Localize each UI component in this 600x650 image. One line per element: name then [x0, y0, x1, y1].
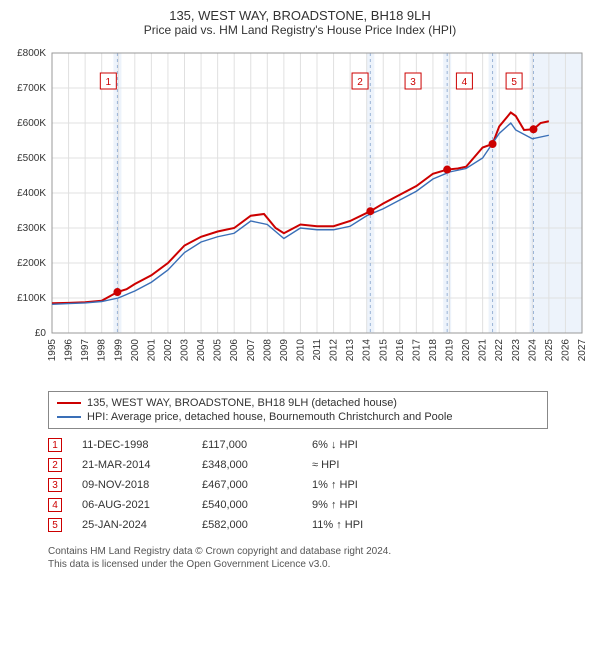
table-row: 1 11-DEC-1998 £117,000 6% ↓ HPI	[48, 435, 592, 455]
svg-text:1999: 1999	[113, 339, 124, 362]
table-row: 4 06-AUG-2021 £540,000 9% ↑ HPI	[48, 495, 592, 515]
svg-text:£300K: £300K	[17, 223, 46, 234]
transactions-table: 1 11-DEC-1998 £117,000 6% ↓ HPI 2 21-MAR-2014…	[48, 435, 592, 535]
footer-attribution: Contains HM Land Registry data © Crown c…	[48, 545, 592, 571]
svg-text:2027: 2027	[577, 339, 588, 362]
transaction-price: £348,000	[202, 459, 292, 471]
legend-label: 135, WEST WAY, BROADSTONE, BH18 9LH (det…	[87, 397, 397, 409]
svg-text:2: 2	[357, 77, 363, 88]
svg-text:2022: 2022	[494, 339, 505, 362]
svg-text:2002: 2002	[163, 339, 174, 362]
svg-text:2013: 2013	[345, 339, 356, 362]
legend-label: HPI: Average price, detached house, Bour…	[87, 411, 452, 423]
svg-text:2012: 2012	[329, 339, 340, 362]
svg-text:1997: 1997	[80, 339, 91, 362]
chart-subtitle: Price paid vs. HM Land Registry's House …	[8, 23, 592, 37]
footer-line-2: This data is licensed under the Open Gov…	[48, 558, 592, 571]
legend-swatch	[57, 402, 81, 404]
transaction-price: £582,000	[202, 519, 292, 531]
svg-text:2018: 2018	[428, 339, 439, 362]
svg-text:2004: 2004	[196, 339, 207, 362]
svg-text:£200K: £200K	[17, 258, 46, 269]
transaction-diff: 9% ↑ HPI	[312, 499, 422, 511]
svg-text:1998: 1998	[97, 339, 108, 362]
svg-text:2024: 2024	[527, 339, 538, 362]
svg-text:£100K: £100K	[17, 293, 46, 304]
svg-text:£0: £0	[35, 328, 47, 339]
transaction-marker: 3	[48, 478, 62, 492]
svg-text:2001: 2001	[146, 339, 157, 362]
svg-text:£500K: £500K	[17, 153, 46, 164]
svg-text:2011: 2011	[312, 339, 323, 361]
svg-text:2007: 2007	[246, 339, 257, 362]
transaction-marker: 1	[48, 438, 62, 452]
transaction-date: 09-NOV-2018	[82, 479, 182, 491]
svg-text:1996: 1996	[64, 339, 75, 362]
footer-line-1: Contains HM Land Registry data © Crown c…	[48, 545, 592, 558]
svg-text:2015: 2015	[378, 339, 389, 362]
transaction-diff: 11% ↑ HPI	[312, 519, 422, 531]
svg-text:1995: 1995	[47, 339, 58, 362]
svg-text:5: 5	[511, 77, 517, 88]
svg-text:2009: 2009	[279, 339, 290, 362]
svg-text:2010: 2010	[295, 339, 306, 362]
transaction-date: 25-JAN-2024	[82, 519, 182, 531]
transaction-price: £117,000	[202, 439, 292, 451]
chart-container: £0 £100K £200K £300K £400K £500K £600K £700K £80…	[8, 43, 592, 383]
transaction-diff: 6% ↓ HPI	[312, 439, 422, 451]
transaction-diff: 1% ↑ HPI	[312, 479, 422, 491]
svg-text:2008: 2008	[262, 339, 273, 362]
transaction-price: £540,000	[202, 499, 292, 511]
table-row: 2 21-MAR-2014 £348,000 ≈ HPI	[48, 455, 592, 475]
transaction-marker: 4	[48, 498, 62, 512]
svg-text:3: 3	[410, 77, 416, 88]
legend: 135, WEST WAY, BROADSTONE, BH18 9LH (det…	[48, 391, 548, 429]
transaction-date: 11-DEC-1998	[82, 439, 182, 451]
table-row: 5 25-JAN-2024 £582,000 11% ↑ HPI	[48, 515, 592, 535]
transaction-date: 06-AUG-2021	[82, 499, 182, 511]
price-chart: £0 £100K £200K £300K £400K £500K £600K £700K £80…	[8, 43, 592, 383]
svg-text:2019: 2019	[445, 339, 456, 362]
svg-text:£800K: £800K	[17, 48, 46, 59]
svg-text:2021: 2021	[478, 339, 489, 362]
svg-text:2025: 2025	[544, 339, 555, 362]
svg-text:2005: 2005	[213, 339, 224, 362]
transaction-date: 21-MAR-2014	[82, 459, 182, 471]
svg-text:2023: 2023	[511, 339, 522, 362]
svg-text:2017: 2017	[411, 339, 422, 362]
table-row: 3 09-NOV-2018 £467,000 1% ↑ HPI	[48, 475, 592, 495]
svg-text:2020: 2020	[461, 339, 472, 362]
svg-text:2026: 2026	[560, 339, 571, 362]
svg-text:2016: 2016	[395, 339, 406, 362]
transaction-marker: 5	[48, 518, 62, 532]
legend-swatch	[57, 416, 81, 418]
svg-text:£400K: £400K	[17, 188, 46, 199]
svg-text:£700K: £700K	[17, 83, 46, 94]
svg-text:4: 4	[462, 77, 468, 88]
legend-row: 135, WEST WAY, BROADSTONE, BH18 9LH (det…	[57, 396, 539, 410]
svg-text:2003: 2003	[180, 339, 191, 362]
transaction-marker: 2	[48, 458, 62, 472]
legend-row: HPI: Average price, detached house, Bour…	[57, 410, 539, 424]
svg-text:2006: 2006	[229, 339, 240, 362]
svg-text:£600K: £600K	[17, 118, 46, 129]
svg-text:2014: 2014	[362, 339, 373, 362]
svg-text:2000: 2000	[130, 339, 141, 362]
svg-text:1: 1	[106, 77, 112, 88]
transaction-diff: ≈ HPI	[312, 459, 422, 471]
transaction-price: £467,000	[202, 479, 292, 491]
chart-title: 135, WEST WAY, BROADSTONE, BH18 9LH	[8, 8, 592, 23]
